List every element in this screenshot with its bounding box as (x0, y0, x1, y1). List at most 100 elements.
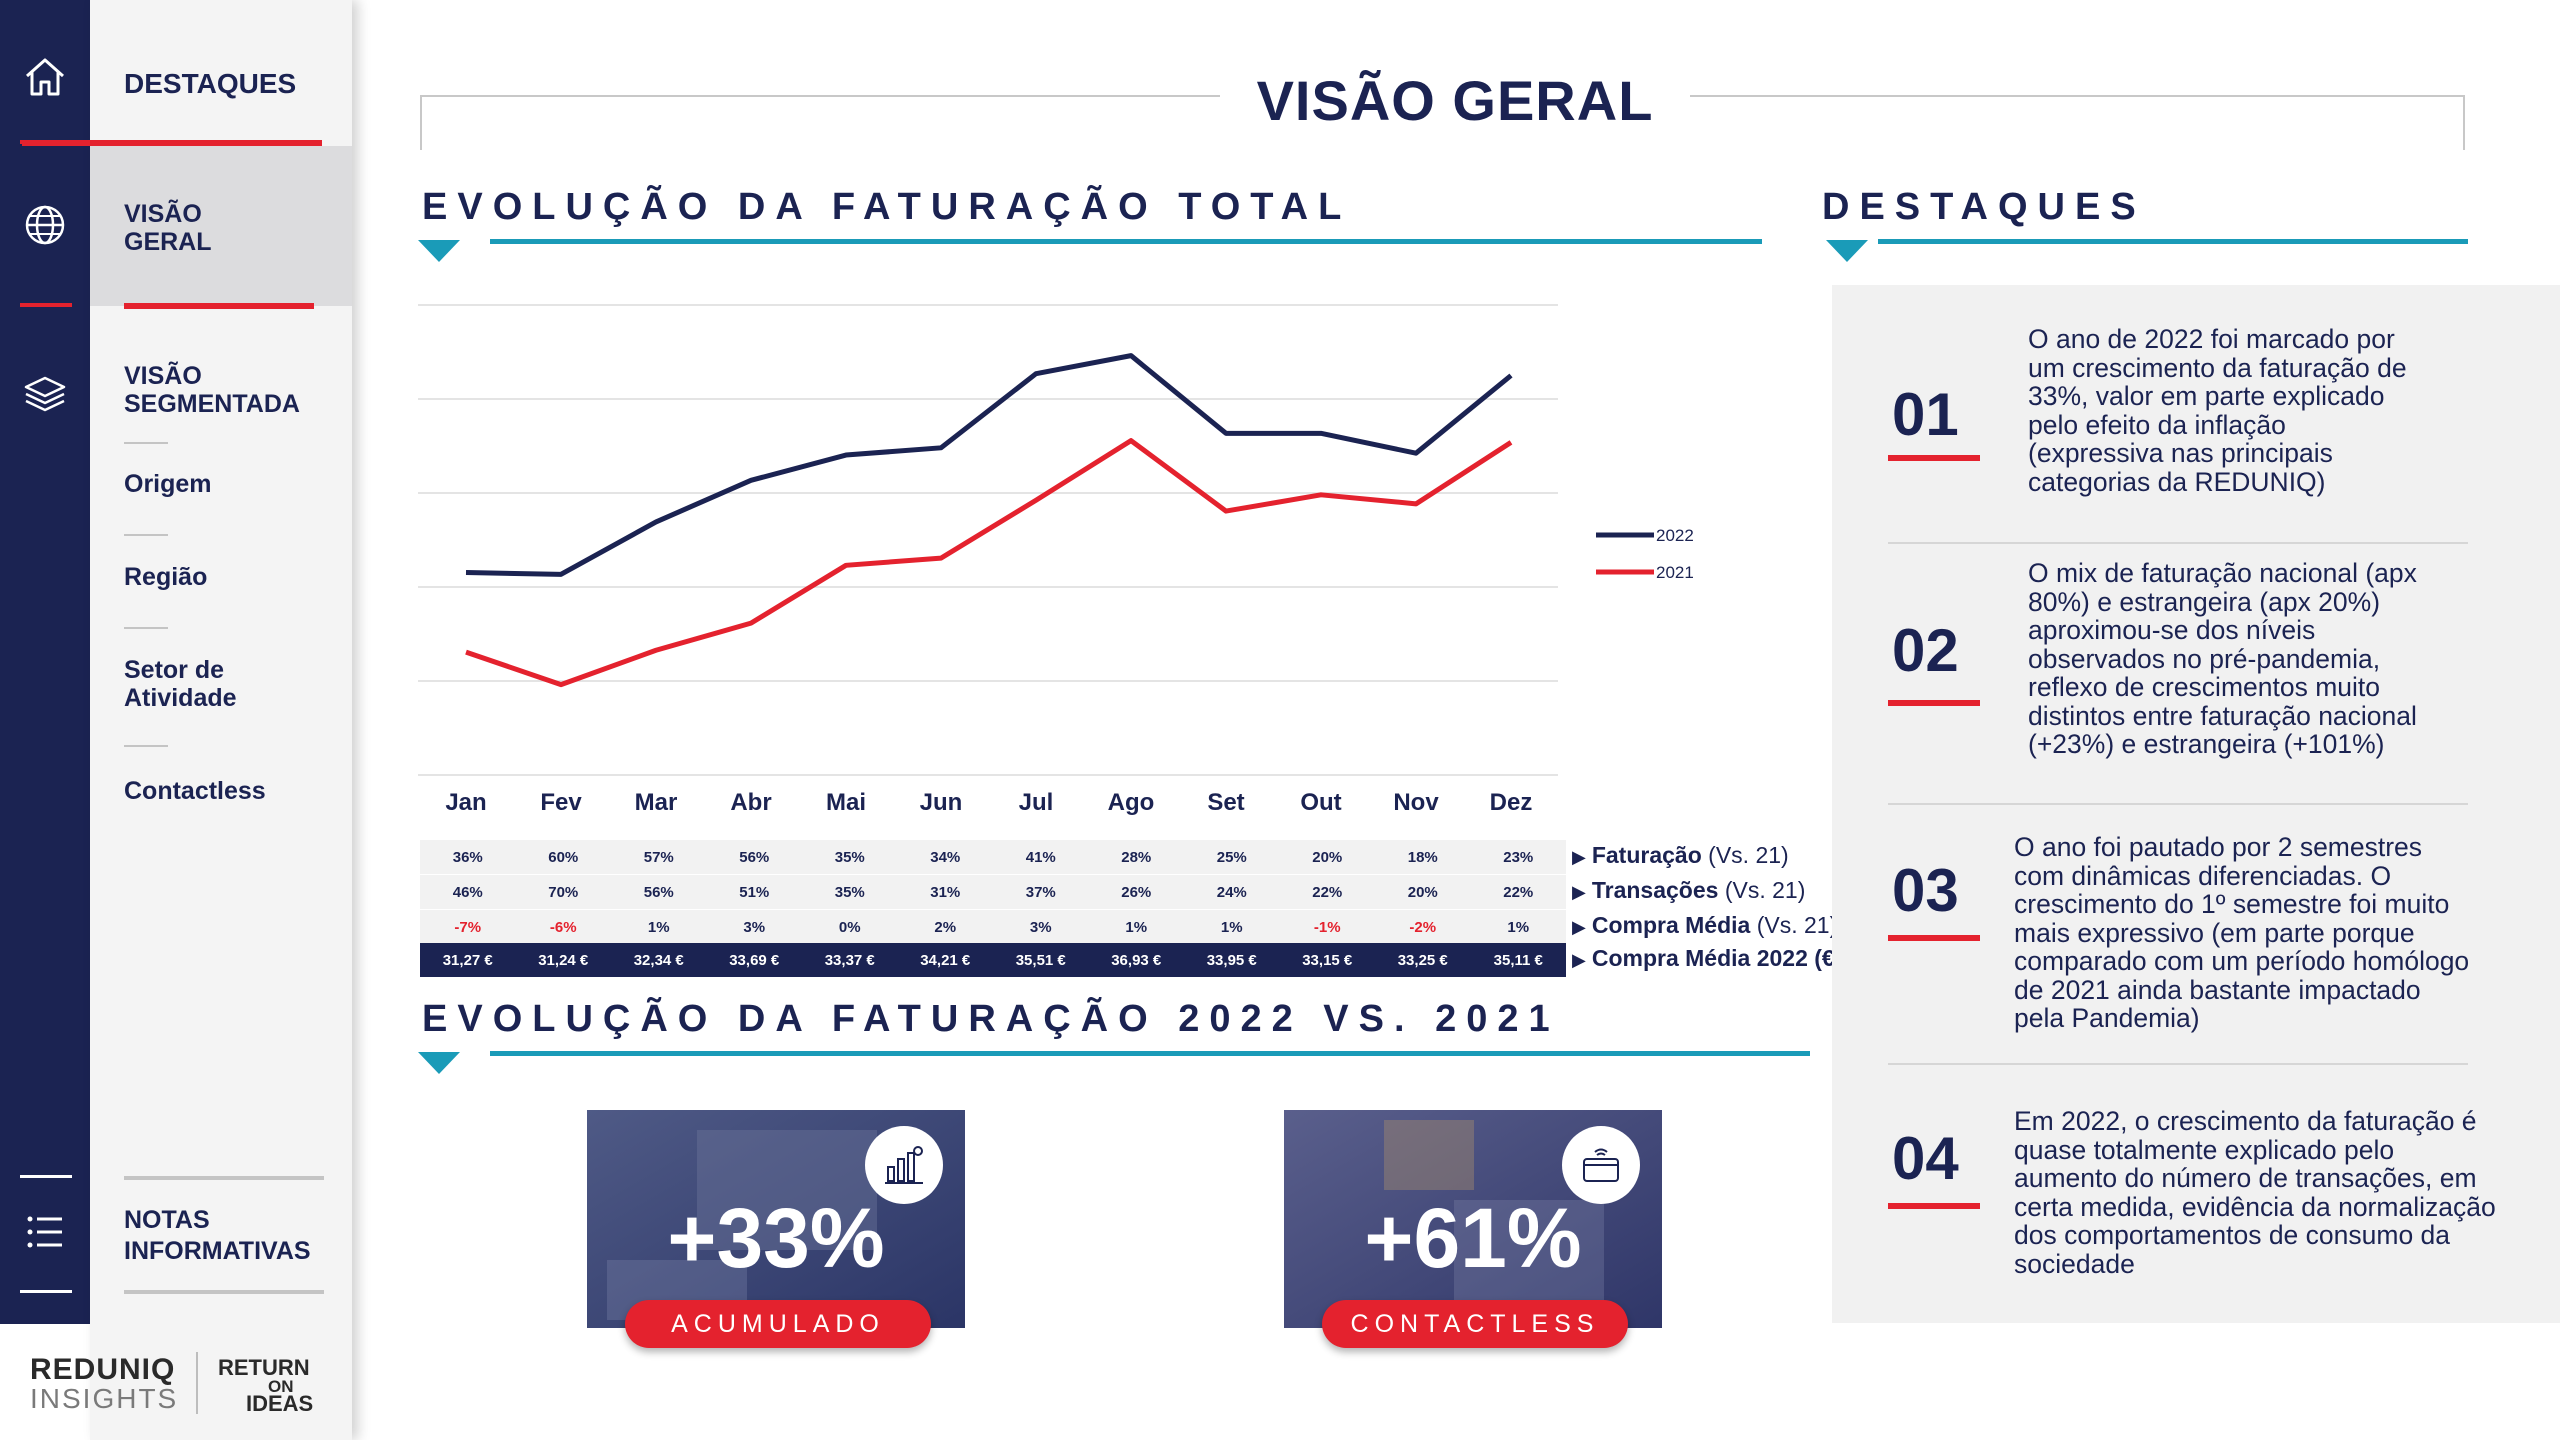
table-cell: 35,51 € (1015, 951, 1066, 969)
table-cell: 22% (1312, 883, 1343, 901)
table-cell: 33,25 € (1397, 951, 1448, 969)
destaque-text: O ano de 2022 foi marcado por um crescim… (2028, 324, 2407, 497)
section-destaques: DESTAQUES (1822, 186, 2146, 228)
x-tick-label: Out (1300, 789, 1341, 816)
table-row: 31,27 € 31,24 € 32,34 € 33,69 € 33,37 € 34,21… (420, 943, 1566, 977)
destaque-text: O ano foi pautado por 2 semestres com di… (2014, 832, 2470, 1033)
table-cell: 33,95 € (1206, 951, 1257, 969)
return-on-ideas-logo: RETURN (218, 1355, 310, 1380)
nav-notas-informativas[interactable]: NOTAS INFORMATIVAS (124, 1206, 311, 1266)
table-cell: 25% (1216, 848, 1247, 866)
row-label-main: Compra Média (1591, 912, 1751, 938)
x-tick-label: Jul (1019, 789, 1054, 816)
table-cell: 31,27 € (442, 951, 493, 969)
table-cell: 60% (548, 848, 579, 866)
table-cell: -7% (454, 918, 482, 936)
nav-active-highlight (90, 146, 352, 306)
table-cell: 37% (1025, 883, 1056, 901)
destaques-panel: 01 O ano de 2022 foi marcado por um cres… (1832, 285, 2560, 1323)
row-label-main: Transações (1591, 877, 1719, 903)
nav-setor-atividade[interactable]: Setor de Atividade (124, 656, 237, 712)
nav-visao-segmentada[interactable]: VISÃO SEGMENTADA (124, 362, 300, 418)
kpi-label: CONTACTLESS (1322, 1300, 1628, 1348)
destaque-separator (1888, 803, 2468, 805)
page-title: VISÃO GERAL (1256, 69, 1654, 132)
table-cell: 36% (452, 848, 483, 866)
table-row: 46% 70% 56% 51% 35% 31% 37% 26% 24% 22% 20% 22% (420, 875, 1566, 909)
table-cell: 56% (739, 848, 770, 866)
table-row-label: ▶ Faturação (Vs. 21) (1572, 842, 1789, 869)
reduniq-insights-logo: INSIGHTS (30, 1383, 179, 1414)
layers-icon[interactable] (20, 368, 70, 418)
nav-panel: DESTAQUES VISÃO GERAL VISÃO SEGMENTADA O… (22, 0, 352, 1440)
row-label-main: Faturação (1591, 842, 1702, 868)
kpi-card-contactless: +61% CONTACTLESS (1284, 1110, 1662, 1348)
nav-notas-topline (124, 1176, 324, 1180)
table-cell: 33,69 € (729, 951, 780, 969)
table-cell: -1% (1313, 918, 1341, 936)
destaque-separator (1888, 542, 2468, 544)
table-cell: 36,93 € (1111, 951, 1162, 969)
section-underline (490, 239, 1762, 244)
icon-rail (0, 0, 90, 1324)
nav-destaques-underline (22, 140, 322, 146)
nav-destaques[interactable]: DESTAQUES (124, 68, 297, 99)
title-frame-left (420, 95, 1220, 150)
section-marker (1826, 240, 1868, 262)
triangle-right-icon: ▶ (1572, 882, 1586, 902)
table-cell: 31% (930, 883, 961, 901)
destaque-underline (1888, 700, 1980, 706)
section-evolucao-vs: EVOLUÇÃO DA FATURAÇÃO 2022 VS. 2021 (422, 998, 1560, 1040)
kpi-card-acumulado: +33% ACUMULADO (587, 1110, 965, 1348)
section-marker (418, 1052, 460, 1074)
table-row: -7% -6% 1% 3% 0% 2% 3% 1% 1% -1% -2% 1% (420, 910, 1566, 944)
table-cell: 34,21 € (920, 951, 971, 969)
table-row-label: ▶ Transações (Vs. 21) (1572, 877, 1805, 904)
rail-divider (20, 1175, 72, 1178)
triangle-right-icon: ▶ (1572, 917, 1586, 937)
x-tick-label: Jun (920, 789, 963, 816)
table-row: 36% 60% 57% 56% 35% 34% 41% 28% 25% 20% 18% 23% (420, 840, 1566, 874)
table-cell: 28% (1121, 848, 1152, 866)
destaque-number: 02 (1892, 617, 1959, 684)
table-cell: 3% (743, 918, 766, 936)
table-cell: 18% (1407, 848, 1438, 866)
nav-visao-geral[interactable]: VISÃO GERAL (124, 200, 212, 256)
destaque-text: O mix de faturação nacional (apx 80%) e … (2028, 558, 2417, 759)
nav-notas-bottomline (124, 1290, 324, 1294)
destaque-number: 01 (1892, 381, 1959, 448)
section-underline (1878, 239, 2468, 244)
x-tick-label: Fev (540, 789, 582, 816)
nav-origem[interactable]: Origem (124, 470, 212, 498)
chart-icon (865, 1126, 943, 1204)
nav-visao-geral-underline (124, 303, 314, 309)
table-cell: 34% (930, 848, 961, 866)
table-cell: 57% (643, 848, 674, 866)
table-cell: 20% (1407, 883, 1438, 901)
table-cell: 23% (1503, 848, 1534, 866)
table-cell: 46% (452, 883, 483, 901)
rail-divider-2 (20, 1290, 72, 1293)
table-cell: 56% (643, 883, 674, 901)
kpi-value: +61% (1364, 1191, 1582, 1285)
nav-contactless[interactable]: Contactless (124, 777, 266, 805)
home-icon[interactable] (20, 52, 70, 102)
row-label-suffix: (Vs. 21) (1718, 877, 1806, 903)
x-tick-label: Abr (730, 789, 771, 816)
table-cell: 20% (1312, 848, 1343, 866)
table-row-label: ▶ Compra Média 2022 (€) (1572, 945, 1842, 972)
table-cell: 33,15 € (1302, 951, 1353, 969)
globe-icon[interactable] (20, 200, 70, 250)
table-cell: 22% (1503, 883, 1534, 901)
nav-separator (124, 745, 168, 747)
list-icon[interactable] (20, 1207, 70, 1257)
row-label-suffix: (Vs. 21) (1701, 842, 1789, 868)
kpi-background (1284, 1110, 1662, 1328)
kpi-label: ACUMULADO (625, 1300, 931, 1348)
destaque-separator (1888, 1063, 2468, 1065)
nav-regiao[interactable]: Região (124, 563, 208, 591)
table-cell: 3% (1029, 918, 1052, 936)
table-cell: 0% (838, 918, 861, 936)
line-chart: Jan Fev Mar Abr Mai Jun Jul Ago Set Out Nov Dez 202… (418, 304, 1694, 816)
table-cell: 33,37 € (824, 951, 875, 969)
